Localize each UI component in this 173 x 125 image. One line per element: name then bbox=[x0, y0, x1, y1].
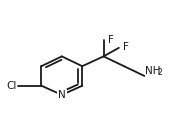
Text: NH: NH bbox=[145, 66, 161, 76]
Text: F: F bbox=[123, 42, 129, 52]
Text: N: N bbox=[58, 90, 66, 100]
Text: 2: 2 bbox=[158, 68, 162, 77]
Text: F: F bbox=[108, 35, 114, 45]
Text: Cl: Cl bbox=[6, 81, 17, 91]
